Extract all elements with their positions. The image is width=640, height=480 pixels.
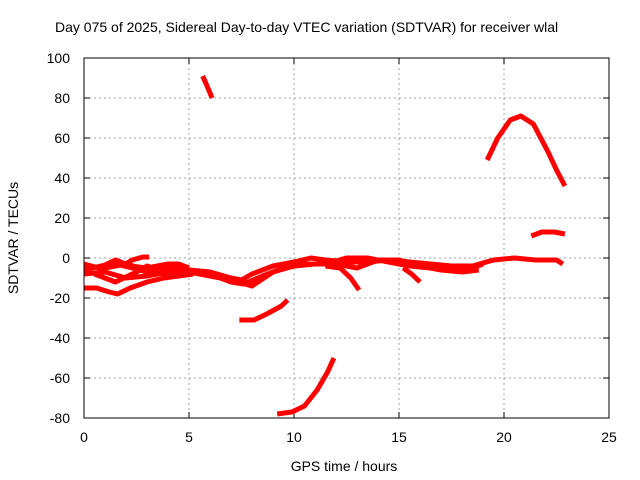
sdtvar-series-line (83, 257, 190, 271)
y-tick-label: 80 (54, 90, 70, 106)
x-tick-label: 0 (80, 429, 88, 445)
x-tick-label: 5 (185, 429, 193, 445)
grid-lines (84, 58, 609, 418)
sdtvar-series-line (84, 273, 179, 297)
sdtvar-series-line (325, 263, 362, 292)
x-axis-title: GPS time / hours (291, 458, 398, 474)
data-series (83, 75, 568, 417)
x-tick-label: 10 (286, 429, 302, 445)
sdtvar-series-line (530, 229, 566, 239)
y-tick-label: 60 (54, 130, 70, 146)
y-axis-title: SDTVAR / TECUs (5, 182, 21, 294)
y-tick-label: 40 (54, 170, 70, 186)
sdtvar-series-line (401, 265, 422, 284)
tick-marks (83, 57, 610, 419)
x-tick-label: 15 (391, 429, 407, 445)
chart-title: Day 075 of 2025, Sidereal Day-to-day VTE… (55, 19, 558, 35)
y-tick-label: -20 (50, 290, 70, 306)
x-tick-label: 25 (601, 429, 617, 445)
sdtvar-series-line (120, 254, 150, 269)
y-tick-label: 20 (54, 210, 70, 226)
y-tick-label: 100 (47, 50, 71, 66)
y-tick-labels: -80 -60 -40 -20 0 20 40 60 80 100 (47, 50, 71, 426)
plot-frame (83, 57, 610, 419)
x-tick-labels: 0 5 10 15 20 25 (80, 429, 617, 445)
sdtvar-series-line (276, 356, 337, 417)
sdtvar-series-line (484, 113, 568, 188)
y-tick-label: 0 (62, 250, 70, 266)
sdtvar-series-line (200, 75, 215, 99)
y-tick-label: -80 (50, 410, 70, 426)
sdtvar-series-line (83, 255, 565, 283)
y-tick-label: -40 (50, 330, 70, 346)
y-tick-label: -60 (50, 370, 70, 386)
x-tick-label: 20 (496, 429, 512, 445)
sdtvar-series-line (83, 257, 480, 289)
sdtvar-series-line (239, 298, 290, 323)
